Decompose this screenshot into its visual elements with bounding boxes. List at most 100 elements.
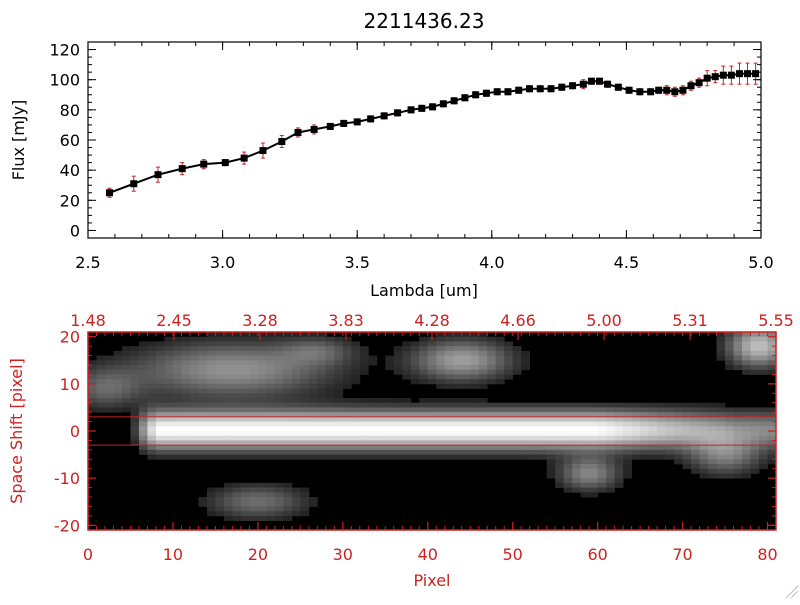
heatmap-cell	[597, 412, 607, 418]
heatmap-cell	[325, 369, 335, 375]
heatmap-cell	[691, 431, 700, 437]
y-tick-label: 20	[60, 191, 80, 210]
heatmap-cell	[240, 431, 250, 437]
heatmap-cell	[436, 350, 446, 356]
heatmap-cell	[308, 445, 318, 451]
heatmap-cell	[589, 478, 599, 484]
heatmap-cell	[189, 346, 199, 352]
heatmap-cell	[512, 416, 522, 422]
heatmap-cell	[317, 449, 327, 455]
heatmap-cell	[733, 445, 743, 451]
y-axis-label: Flux [mJy]	[9, 100, 28, 181]
heatmap-cell	[334, 393, 344, 399]
heatmap-cell	[223, 511, 233, 517]
heatmap-cell	[750, 468, 760, 474]
heatmap-cell	[300, 393, 310, 399]
heatmap-cell	[708, 416, 717, 422]
heatmap-cell	[521, 440, 531, 446]
heatmap-cell	[470, 398, 480, 404]
heatmap-cell	[325, 426, 335, 432]
heatmap-cell	[172, 346, 182, 352]
heatmap-cell	[614, 402, 624, 408]
heatmap-cell	[725, 365, 734, 371]
heatmap-cell	[342, 440, 352, 446]
heatmap-cell	[606, 445, 616, 451]
heatmap-cell	[257, 449, 267, 455]
heatmap-cell	[189, 365, 199, 371]
heatmap-cell	[249, 350, 259, 356]
heatmap-cell	[529, 421, 539, 427]
heatmap-cell	[130, 388, 140, 394]
heatmap-cell	[742, 440, 751, 446]
resize-grip-icon[interactable]	[785, 585, 799, 599]
heatmap-cell	[325, 350, 335, 356]
heatmap-cell	[759, 445, 768, 451]
heatmap-cell	[589, 449, 599, 455]
heatmap-cell	[249, 454, 259, 460]
heatmap-cell	[223, 440, 233, 446]
heatmap-cell	[759, 459, 768, 465]
heatmap-cell	[487, 346, 497, 352]
heatmap-cell	[215, 350, 225, 356]
heatmap-cell	[198, 501, 208, 507]
heatmap-cell	[402, 402, 412, 408]
pixel-tick-label: 0	[83, 545, 93, 564]
heatmap-cell	[130, 346, 140, 352]
heatmap-cell	[317, 431, 327, 437]
heatmap-cell	[623, 459, 632, 465]
heatmap-cell	[334, 412, 344, 418]
heatmap-cell	[342, 407, 352, 413]
heatmap-cell	[257, 511, 267, 517]
heatmap-cell	[555, 412, 565, 418]
heatmap-cell	[597, 421, 607, 427]
heatmap-cell	[555, 445, 565, 451]
heatmap-cell	[563, 473, 573, 479]
heatmap-cell	[725, 468, 734, 474]
heatmap-cell	[274, 407, 284, 413]
heatmap-cell	[487, 360, 497, 366]
heatmap-cell	[240, 506, 250, 512]
heatmap-cell	[96, 360, 106, 366]
heatmap-cell	[164, 435, 174, 441]
heatmap-cell	[733, 468, 743, 474]
heatmap-cell	[206, 431, 216, 437]
heatmap-cell	[215, 374, 225, 380]
heatmap-cell	[317, 365, 327, 371]
heatmap-cell	[342, 454, 352, 460]
heatmap-cell	[342, 383, 352, 389]
heatmap-cell	[113, 360, 123, 366]
heatmap-cell	[147, 454, 157, 460]
heatmap-cell	[691, 412, 700, 418]
heatmap-cell	[410, 416, 420, 422]
heatmap-cell	[291, 383, 301, 389]
heatmap-cell	[589, 487, 599, 493]
heatmap-cell	[504, 360, 514, 366]
heatmap-cell	[512, 365, 522, 371]
heatmap-cell	[742, 332, 751, 338]
heatmap-cell	[240, 515, 250, 521]
heatmap-cell	[767, 336, 777, 342]
heatmap-cell	[487, 336, 497, 342]
heatmap-cell	[742, 341, 751, 347]
heatmap-cell	[444, 336, 454, 342]
heatmap-cell	[410, 426, 420, 432]
wavelength-tick-label: 1.48	[70, 311, 106, 330]
heatmap-cell	[325, 360, 335, 366]
heatmap-cell	[181, 355, 191, 361]
heatmap-cell	[478, 435, 488, 441]
heatmap-cell	[232, 365, 242, 371]
heatmap-cell	[427, 398, 437, 404]
heatmap-cell	[716, 431, 726, 437]
heatmap-cell	[189, 412, 199, 418]
heatmap-cell	[274, 346, 284, 352]
heatmap-cell	[215, 421, 225, 427]
heatmap-cell	[223, 506, 233, 512]
heatmap-cell	[189, 393, 199, 399]
heatmap-cell	[130, 350, 140, 356]
heatmap-cell	[393, 426, 403, 432]
heatmap-cell	[742, 421, 751, 427]
heatmap-cell	[147, 388, 157, 394]
heatmap-cell	[682, 449, 692, 455]
heatmap-cell	[699, 445, 709, 451]
heatmap-cell	[291, 506, 301, 512]
